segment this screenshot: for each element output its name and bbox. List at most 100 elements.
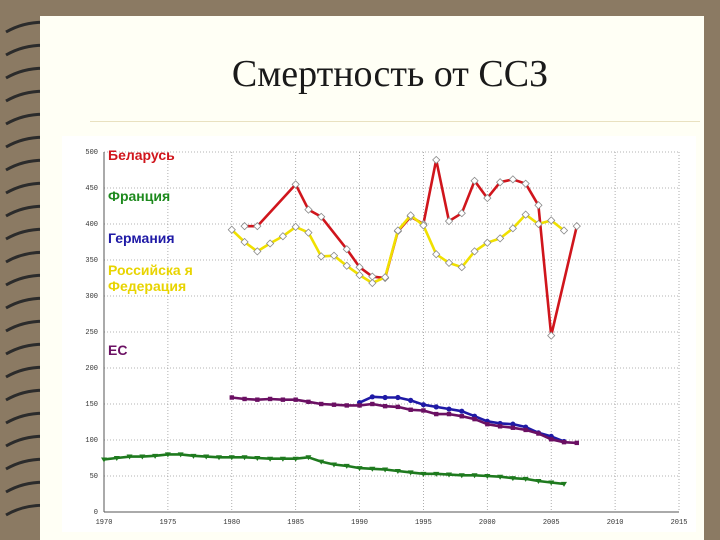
data-point-green	[471, 473, 478, 479]
data-point-france	[393, 226, 402, 235]
data-point-green	[509, 476, 516, 482]
data-point-belarus	[355, 263, 364, 272]
data-point-eu	[421, 408, 426, 413]
y-tick-label: 150	[85, 401, 98, 409]
data-point-belarus	[240, 222, 249, 231]
data-point-france	[470, 247, 479, 256]
data-point-eu	[574, 440, 579, 446]
data-point-green	[484, 474, 491, 479]
data-point-green	[190, 453, 197, 459]
title-divider	[90, 121, 700, 122]
data-point-france	[227, 225, 236, 234]
data-point-france	[240, 237, 249, 247]
data-point-eu	[459, 414, 464, 419]
data-point-eu	[549, 437, 554, 442]
data-point-green	[254, 456, 261, 461]
data-point-france	[483, 238, 492, 247]
data-point-green	[420, 471, 427, 477]
data-point-green	[152, 453, 159, 459]
data-point-france	[521, 210, 530, 219]
data-point-green	[548, 480, 555, 486]
data-point-green	[561, 481, 567, 487]
data-point-green	[177, 452, 184, 458]
data-point-france	[342, 261, 351, 270]
data-point-germany	[408, 397, 414, 403]
data-point-france	[355, 271, 364, 280]
data-point-green	[497, 474, 504, 480]
data-point-green	[343, 463, 350, 469]
x-tick-label: 1985	[287, 519, 304, 527]
y-tick-label: 450	[85, 185, 98, 193]
data-point-belarus	[547, 331, 556, 340]
data-point-belarus	[470, 176, 479, 185]
data-point-eu	[370, 401, 375, 407]
y-tick-label: 500	[85, 149, 98, 157]
data-point-france	[368, 278, 377, 288]
data-point-germany	[459, 408, 465, 414]
data-point-eu	[434, 411, 439, 417]
data-point-france	[329, 251, 339, 260]
data-point-germany	[510, 421, 516, 427]
data-point-green	[126, 454, 133, 460]
series-line-green	[103, 453, 565, 486]
x-tick-label: 2015	[671, 519, 688, 527]
y-tick-label: 50	[90, 473, 98, 481]
data-point-eu	[357, 403, 362, 408]
data-point-green	[292, 456, 299, 462]
data-point-france	[534, 219, 543, 229]
data-point-france	[291, 222, 300, 231]
data-point-eu	[382, 403, 388, 409]
data-point-eu	[229, 395, 234, 400]
data-point-france	[508, 224, 517, 233]
data-point-germany	[382, 394, 388, 401]
legend-germany: Германия	[108, 230, 175, 246]
data-point-green	[331, 462, 337, 468]
data-point-france	[406, 211, 415, 220]
data-point-green	[139, 454, 146, 460]
data-point-green	[446, 472, 452, 478]
data-point-belarus	[496, 178, 505, 187]
data-point-belarus	[572, 222, 581, 231]
x-tick-label: 2000	[479, 519, 496, 527]
data-point-eu	[395, 404, 401, 410]
series-germany	[356, 394, 567, 445]
x-tick-label: 2010	[607, 519, 624, 527]
data-point-eu	[331, 402, 337, 407]
x-tick-label: 1990	[351, 519, 368, 527]
data-point-france	[457, 263, 466, 272]
data-point-green	[433, 471, 440, 477]
data-point-green	[113, 456, 120, 461]
data-point-belarus	[457, 209, 466, 218]
data-point-france	[266, 239, 275, 248]
data-point-eu	[485, 421, 490, 427]
data-point-france	[496, 234, 505, 243]
data-point-green	[369, 466, 376, 472]
chart-panel	[62, 136, 696, 532]
data-point-belarus	[342, 245, 351, 254]
data-point-eu	[280, 397, 286, 402]
x-tick-label: 1995	[415, 519, 432, 527]
data-point-eu	[344, 403, 349, 408]
data-point-france	[317, 252, 326, 261]
data-point-green	[535, 479, 542, 485]
legend-france: Франция	[108, 188, 171, 204]
page-title: Смертность от ССЗ	[231, 53, 549, 95]
data-point-belarus	[483, 193, 492, 203]
data-point-eu	[536, 431, 541, 436]
y-tick-label: 100	[85, 437, 98, 445]
data-point-eu	[242, 396, 247, 402]
data-point-eu	[523, 427, 528, 433]
data-point-green	[216, 455, 222, 461]
series-green	[101, 452, 567, 487]
series-line-germany	[359, 395, 565, 443]
data-point-germany	[369, 394, 375, 400]
data-point-eu	[472, 416, 477, 422]
y-tick-label: 0	[94, 509, 98, 517]
data-point-france	[547, 216, 556, 225]
x-tick-label: 1975	[159, 519, 176, 527]
data-point-eu	[319, 401, 324, 407]
data-point-france	[253, 247, 262, 256]
data-point-germany	[395, 394, 401, 401]
x-tick-label: 1970	[96, 519, 113, 527]
